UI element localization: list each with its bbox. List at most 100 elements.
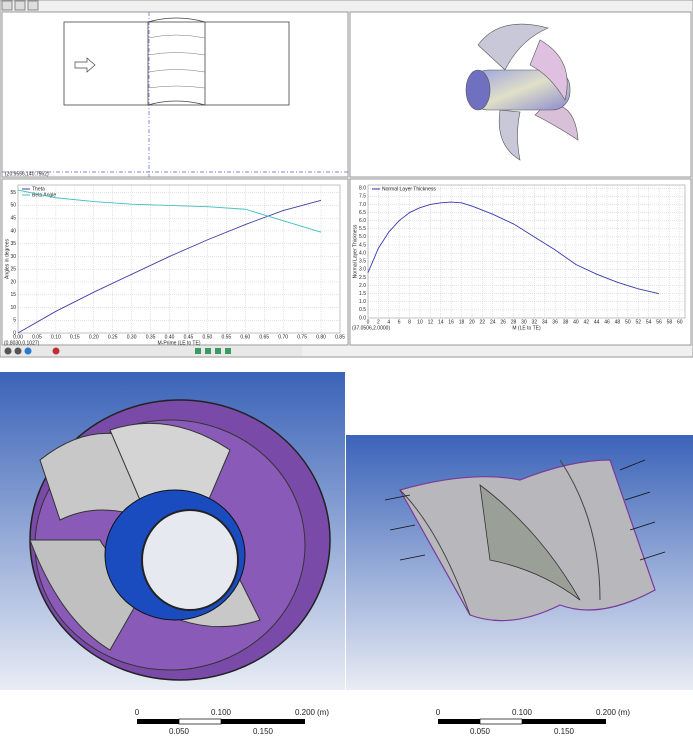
scale-label: 0.150 — [554, 727, 575, 736]
coordinates: (20.9556,140.7562) — [5, 171, 49, 177]
scale-segment — [178, 718, 222, 725]
x-tick-label: 36 — [552, 319, 558, 325]
y-tick-label: 50 — [10, 203, 16, 209]
x-tick-label: 0.55 — [221, 334, 231, 340]
y-axis-label: Angles in degrees — [4, 238, 10, 279]
series-line — [367, 201, 660, 295]
y-tick-label: 0 — [13, 330, 16, 336]
y-tick-label: 4.5 — [359, 242, 366, 248]
scale-segment — [522, 719, 606, 724]
x-tick-label: 48 — [615, 319, 621, 325]
x-tick-label: 18 — [459, 319, 465, 325]
x-tick-label: 10 — [417, 319, 423, 325]
x-tick-label: 22 — [480, 319, 486, 325]
tool-button[interactable] — [225, 348, 231, 354]
tool-button[interactable] — [4, 347, 12, 355]
tool-button[interactable] — [27, 0, 39, 11]
x-tick-label: 44 — [594, 319, 600, 325]
scale-label: 0.100 — [211, 708, 232, 717]
x-tick-label: 4 — [387, 319, 390, 325]
tool-button[interactable] — [24, 347, 32, 355]
x-tick-label: 0.75 — [297, 334, 307, 340]
y-tick-label: 15 — [10, 292, 16, 298]
scale-label: 0.200 — [295, 708, 316, 717]
x-tick-label: 0.35 — [146, 334, 156, 340]
y-tick-label: 0.0 — [359, 315, 366, 321]
x-tick-label: 34 — [542, 319, 548, 325]
x-tick-label: 16 — [448, 319, 454, 325]
scale-segment — [221, 719, 305, 724]
tool-button[interactable] — [14, 0, 26, 11]
scale-label: 0.200 — [596, 708, 617, 717]
x-tick-label: 0.10 — [51, 334, 61, 340]
top-toolbar — [1, 0, 39, 11]
x-tick-label: 0.80 — [316, 334, 326, 340]
scale-segment — [137, 719, 179, 724]
x-tick-label: 0.20 — [89, 334, 99, 340]
tool-button[interactable] — [14, 347, 22, 355]
tool-button[interactable] — [205, 348, 211, 354]
x-tick-label: 12 — [428, 319, 434, 325]
y-tick-label: 8.0 — [359, 186, 366, 192]
scale-label: 0.050 — [470, 727, 491, 736]
x-tick-label: 0.05 — [32, 334, 42, 340]
x-tick-label: 0.60 — [240, 334, 250, 340]
tool-button[interactable] — [195, 348, 201, 354]
scale-label: 0.100 — [512, 708, 533, 717]
x-tick-label: 56 — [656, 319, 662, 325]
x-tick-label: 8 — [408, 319, 411, 325]
y-tick-label: 7.5 — [359, 194, 366, 200]
legend-label: Theta — [32, 186, 45, 192]
x-tick-label: 0.85 — [335, 334, 345, 340]
y-tick-label: 6.0 — [359, 218, 366, 224]
y-tick-label: 3.5 — [359, 259, 366, 265]
scale-label: (m) — [618, 708, 630, 717]
x-tick-label: 14 — [438, 319, 444, 325]
x-tick-label: 0.50 — [203, 334, 213, 340]
y-tick-label: 10 — [10, 305, 16, 311]
x-tick-label: 24 — [490, 319, 496, 325]
y-axis-label: Normal Layer Thickness — [352, 224, 358, 278]
y-tick-label: 3.0 — [359, 267, 366, 273]
x-tick-label: 42 — [583, 319, 589, 325]
y-tick-label: 1.5 — [359, 291, 366, 297]
tool-button[interactable] — [215, 348, 221, 354]
x-tick-label: 0.65 — [259, 334, 269, 340]
y-tick-label: 35 — [10, 241, 16, 247]
scale-label: 0.050 — [169, 727, 190, 736]
y-tick-label: 5.0 — [359, 234, 366, 240]
x-tick-label: 60 — [677, 319, 683, 325]
x-tick-label: 28 — [511, 319, 517, 325]
x-tick-label: 0.30 — [127, 334, 137, 340]
tool-button[interactable] — [52, 347, 60, 355]
x-tick-label: 52 — [635, 319, 641, 325]
scale-label: 0 — [436, 708, 441, 717]
scale-segment — [438, 719, 480, 724]
y-tick-label: 2.5 — [359, 275, 366, 281]
x-tick-label: 0.45 — [184, 334, 194, 340]
y-tick-label: 4.0 — [359, 250, 366, 256]
blade-3d-view — [349, 11, 692, 178]
x-tick-label: 0 — [367, 319, 370, 325]
charts: 0.00 0.05 0.10 0.15 0.20 0.25 0.30 0.35 0.40 0.45… — [1, 178, 692, 346]
tool-button[interactable] — [1, 0, 13, 11]
scale-segment — [479, 718, 523, 725]
x-tick-label: 0.40 — [165, 334, 175, 340]
coordinates: (37.0506,2.0000) — [352, 325, 390, 331]
x-tick-label: 32 — [532, 319, 538, 325]
x-tick-label: 38 — [563, 319, 569, 325]
series-line — [17, 189, 322, 233]
x-tick-label: 0.25 — [108, 334, 118, 340]
scale-label: 0.150 — [253, 727, 274, 736]
series-line — [17, 199, 322, 334]
y-tick-label: 45 — [10, 216, 16, 222]
y-tick-label: 25 — [10, 267, 16, 273]
x-tick-label: 40 — [573, 319, 579, 325]
scale-label: 0 — [135, 708, 140, 717]
x-tick-label: 6 — [398, 319, 401, 325]
x-tick-label: 0.70 — [278, 334, 288, 340]
mesh-view — [0, 372, 345, 690]
y-tick-label: 0.5 — [359, 307, 366, 313]
